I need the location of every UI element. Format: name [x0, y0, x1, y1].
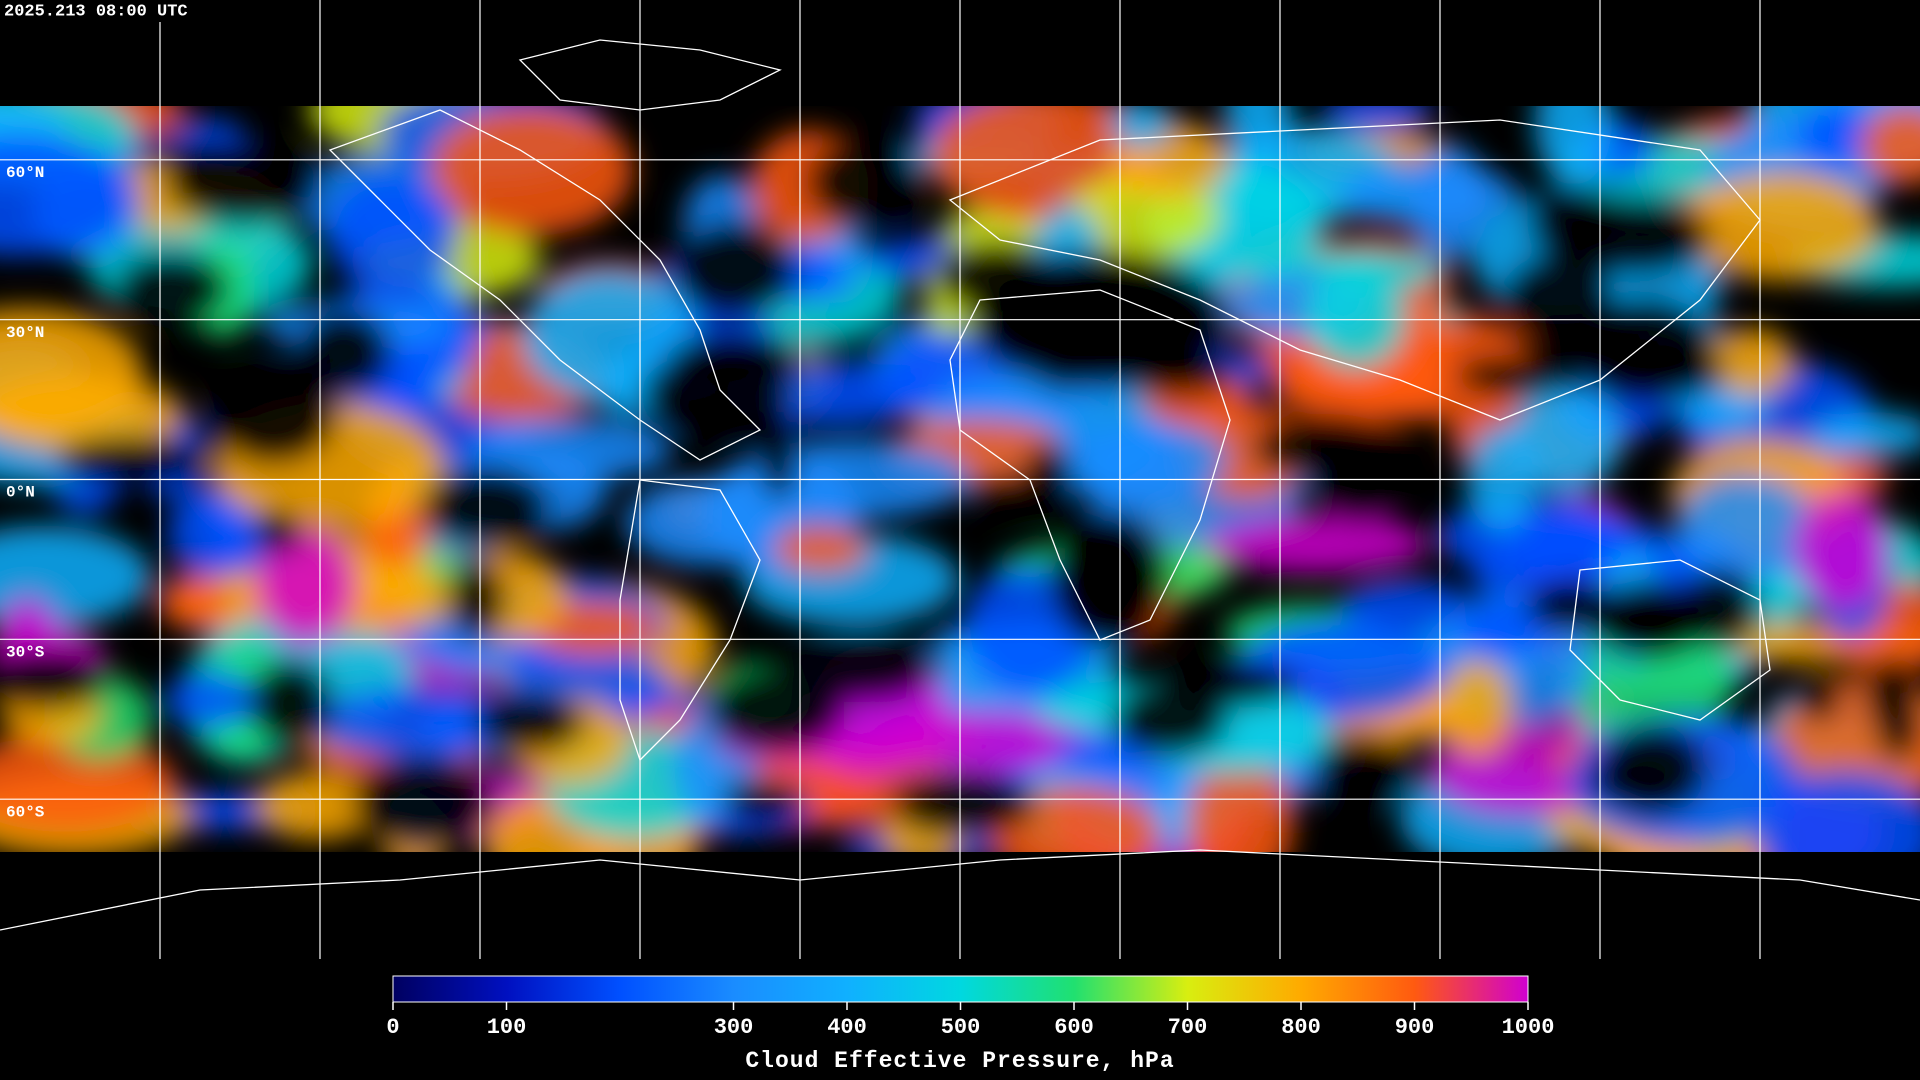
clear-sky-patch [0, 648, 111, 710]
cloud-patch [1305, 264, 1407, 369]
clear-sky-patch [211, 367, 338, 467]
cloud-patch [304, 687, 535, 760]
latitude-label: 30°N [6, 324, 44, 342]
cloud-patch [254, 525, 357, 646]
cloud-patch [469, 417, 673, 482]
cloud-patch [773, 525, 868, 574]
cloud-patch [1809, 412, 1920, 457]
clear-sky-patch [53, 436, 209, 484]
cloud-patch [1797, 106, 1876, 166]
cloud-patch [158, 574, 227, 629]
colorbar-tick-label: 0 [386, 1015, 399, 1040]
colorbar-tick-label: 800 [1281, 1015, 1321, 1040]
colorbar-tick-label: 400 [827, 1015, 867, 1040]
cloud-patch [1408, 143, 1488, 262]
clear-sky-patch [641, 350, 792, 437]
timestamp: 2025.213 08:00 UTC [4, 2, 188, 21]
cloud-patch [164, 670, 258, 730]
cloud-patch [1110, 106, 1173, 149]
clear-sky-patch [136, 140, 281, 171]
colorbar-tick-label: 600 [1054, 1015, 1094, 1040]
antarctica-outline [0, 849, 1920, 931]
clear-sky-patch [721, 779, 806, 823]
cloud-patch [1555, 624, 1737, 736]
clear-sky-patch [806, 136, 920, 228]
colorbar [392, 975, 1529, 1003]
colorbar-tick-label: 100 [487, 1015, 527, 1040]
cloud-patch [1508, 384, 1622, 494]
graticule [0, 0, 1920, 959]
cloud-patch [1792, 490, 1891, 609]
australia-outline [1569, 559, 1771, 721]
cloud-patch [1436, 497, 1635, 575]
clear-sky-patch [447, 558, 506, 640]
clear-sky-patch [671, 219, 797, 319]
colorbar-tick-label: 700 [1168, 1015, 1208, 1040]
clear-sky-patch [1864, 655, 1919, 731]
clear-sky-patch [1597, 723, 1708, 816]
timestamp-background [0, 0, 214, 22]
latitude-label: 0°N [6, 484, 35, 502]
cloud-patch [624, 478, 789, 566]
north-america-outline [328, 109, 762, 461]
cloud-patch [1439, 659, 1514, 757]
clear-sky-patch [248, 658, 334, 750]
cloud-patch [1465, 424, 1537, 531]
colorbar-tick-label: 900 [1395, 1015, 1435, 1040]
africa-outline [949, 289, 1231, 641]
cloud-patch [1709, 327, 1795, 397]
cloud-patch [1185, 757, 1294, 852]
clear-sky-patch [113, 251, 229, 326]
clear-sky-patch [757, 408, 799, 501]
clear-sky-patch [1553, 196, 1713, 278]
clear-sky-patch [350, 756, 497, 848]
cloud-patch [327, 174, 458, 294]
cloud-patch [0, 135, 137, 256]
cloud-patch [1340, 579, 1473, 634]
cloud-patch [1753, 770, 1920, 852]
clear-sky-patch [1795, 680, 1842, 721]
cloud-patch [1684, 172, 1879, 281]
cloud-patch [0, 733, 176, 832]
greenland-outline [518, 39, 782, 111]
clear-sky-patch [795, 635, 934, 702]
clear-sky-patch [1590, 580, 1710, 660]
clear-sky-patch [421, 465, 552, 549]
cloud-patch [1675, 473, 1817, 582]
clear-sky-patch [1312, 734, 1413, 809]
clear-sky-patch [1456, 355, 1569, 398]
cloud-patch [254, 771, 381, 841]
cloud-patch [1206, 514, 1428, 574]
colorbar-tick-label: 500 [941, 1015, 981, 1040]
latitude-label: 60°S [6, 803, 45, 821]
clear-sky-patch [1050, 510, 1170, 650]
cloud-patch [0, 307, 143, 435]
cloud-patch [1051, 417, 1227, 504]
clear-sky-patch [1163, 661, 1299, 708]
colorbar-tick-label: 1000 [1502, 1015, 1555, 1040]
cloud-patch [1534, 106, 1612, 186]
clear-sky-patch [1252, 413, 1405, 480]
colorbar-tick-label: 300 [714, 1015, 754, 1040]
clear-sky-patch [473, 692, 585, 753]
cloud-patch [429, 106, 634, 236]
colorbar-title: Cloud Effective Pressure, hPa [745, 1048, 1174, 1074]
latitude-label: 30°S [6, 644, 45, 662]
latitude-label: 60°N [6, 164, 44, 182]
south-america-outline [619, 479, 761, 762]
cloud-patch [1860, 106, 1920, 186]
clear-sky-patch [253, 508, 303, 554]
clear-sky-patch [889, 771, 1037, 837]
